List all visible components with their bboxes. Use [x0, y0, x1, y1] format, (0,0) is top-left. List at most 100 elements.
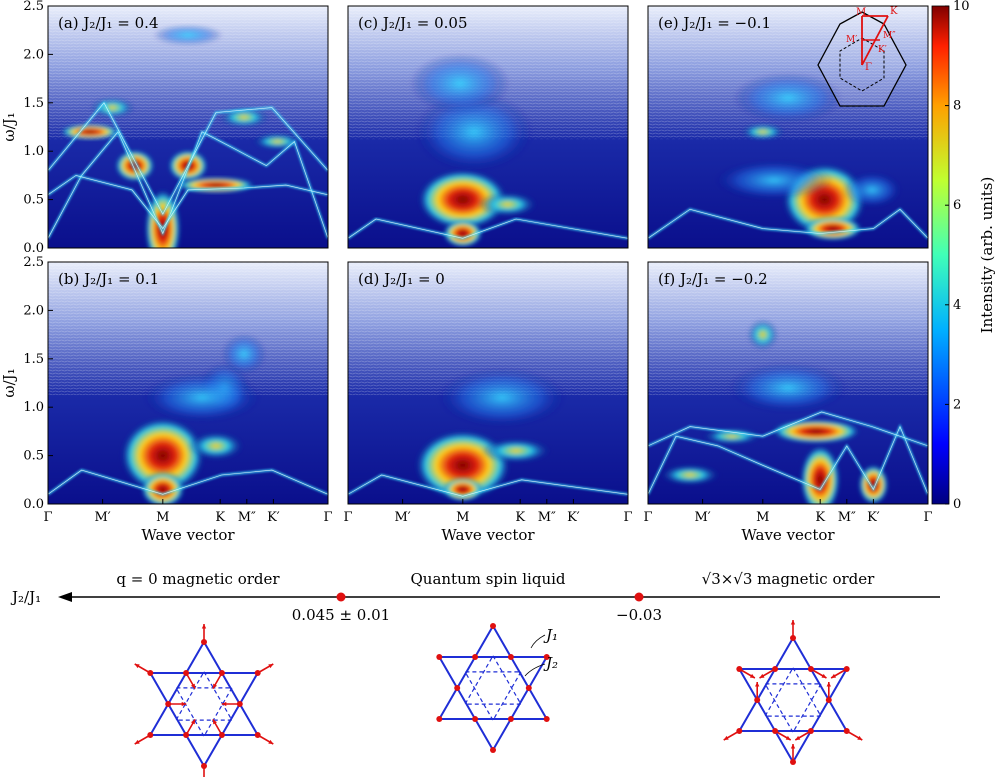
x-axis-label: Wave vector: [141, 526, 235, 544]
spin-arrow-head: [759, 673, 765, 678]
panel-label-c: (c) J₂/J₁ = 0.05: [358, 14, 467, 32]
bz-label-gamma: Γ: [865, 62, 872, 73]
spin-site: [772, 666, 779, 672]
spin-arrow-head: [785, 735, 791, 740]
bz-label-m-prime: M′: [846, 35, 857, 45]
intensity-blob-5: [733, 72, 843, 123]
panel-frame: [647, 261, 929, 505]
spin-site: [147, 670, 154, 676]
intensity-blob-3: [747, 319, 778, 350]
spin-arrow-head: [790, 620, 796, 625]
intensity-blob-1: [442, 219, 483, 248]
x-tick-label: M′: [394, 510, 410, 525]
intensity-blob-2: [481, 438, 551, 463]
spin-site: [807, 666, 814, 672]
panel-label-e: (e) J₂/J₁ = −0.1: [658, 14, 771, 32]
j1-label: J₁: [543, 626, 558, 644]
spin-site: [254, 670, 261, 676]
panel-label-b: (b) J₂/J₁ = 0.1: [58, 270, 159, 288]
spin-arrow-head: [857, 735, 863, 740]
intensity-blob-0: [120, 417, 205, 494]
boundary-point-2: [634, 592, 644, 602]
x-tick-label: M: [756, 510, 769, 525]
colorbar-label: Intensity (arb. units): [978, 177, 996, 334]
x-tick-label: M″: [538, 510, 556, 525]
spin-site: [165, 701, 172, 707]
y-tick-label: 1.5: [23, 96, 44, 111]
y-tick-label: 2.5: [23, 255, 44, 270]
j1-bond-triangle: [437, 624, 549, 720]
spin-site: [490, 747, 496, 753]
x-tick-label: Γ: [923, 510, 932, 525]
axes: 0.0 0.5 1.0 1.5 2.0 2.5 ω/J₁ 0.0 0.5 1.0 1.5 2.0 2.5…: [0, 0, 933, 544]
spin-site: [772, 728, 779, 734]
x-tick-label: K: [515, 510, 525, 525]
j2-bond-triangle: [764, 683, 822, 734]
spin-site: [454, 685, 461, 691]
spin-arrow-head: [749, 673, 755, 678]
boundary-label-2: −0.03: [616, 606, 662, 624]
x-tick-label: M: [156, 510, 169, 525]
panel-noise: [48, 262, 328, 396]
spin-site: [525, 685, 532, 691]
panel-d: (d) J₂/J₁ = 0: [347, 261, 629, 505]
bz-label-k: K: [890, 6, 898, 17]
x-tick-label: Γ: [643, 510, 652, 525]
x-tick-label: Γ: [343, 510, 352, 525]
intensity-blob-6: [728, 362, 848, 413]
bz-label-k-prime: K′: [878, 45, 887, 55]
dispersion-trace-0: [648, 425, 928, 495]
intensity-blob-3: [714, 160, 834, 201]
spin-site: [543, 716, 550, 722]
dispersion-trace-0: [648, 208, 928, 239]
j1-bond-triangle: [737, 636, 849, 732]
intensity-blob-2: [771, 419, 861, 444]
y-tick-label: 2.5: [23, 0, 44, 14]
panel-frame: [347, 261, 629, 505]
intensity-blob-2: [740, 123, 785, 140]
spin-arrow-head: [821, 673, 827, 678]
bz-inner-hexagon: [839, 37, 885, 92]
spin-site: [807, 728, 814, 734]
j2-bond-triangle: [175, 687, 233, 738]
intensity-blob-1: [442, 477, 483, 502]
panel-b: (b) J₂/J₁ = 0.1: [47, 261, 329, 505]
spin-arrow-head: [831, 673, 837, 678]
dispersion-trace-0: [48, 469, 328, 495]
y-tick-label: 1.0: [23, 400, 44, 415]
x-tick-label: Γ: [623, 510, 632, 525]
x-axis-label: Wave vector: [741, 526, 835, 544]
spin-site: [736, 666, 743, 672]
spin-site: [436, 716, 443, 722]
region-spin-liquid: Quantum spin liquid: [410, 570, 565, 588]
y-tick-label: 2.0: [23, 47, 44, 62]
intensity-blob-2: [477, 192, 538, 217]
colorbar-ticks: 0 2 4 6 8 10: [945, 0, 970, 512]
spin-arrow-head: [190, 683, 196, 689]
spin-arrow-head: [268, 739, 274, 744]
intensity-blob-4: [702, 428, 762, 445]
y-tick-label: 0.0: [23, 241, 44, 256]
colorbar-gradient: [931, 5, 950, 505]
j2-bond-triangle: [175, 670, 233, 721]
x-tick-label: M: [456, 510, 469, 525]
j2-bond-triangle: [464, 671, 522, 722]
y-tick-label: 2.0: [23, 303, 44, 318]
spin-site: [183, 670, 190, 676]
spin-site: [218, 670, 225, 676]
spin-site: [472, 654, 479, 660]
spin-site: [183, 732, 190, 738]
colorbar-tick-label: 0: [953, 497, 961, 512]
kagome-lattice-q0: [134, 624, 274, 777]
spin-site: [790, 635, 796, 641]
y-tick-label: 0.5: [23, 449, 44, 464]
j1-bond-triangle: [737, 668, 849, 764]
spin-arrow-head: [201, 624, 207, 629]
dispersion-trace-0: [48, 131, 328, 239]
spin-site: [507, 654, 514, 660]
dispersion-trace-1: [648, 411, 928, 447]
spin-arrow-head: [268, 664, 274, 669]
intensity-blob-2: [188, 431, 244, 460]
spin-arrow-head: [221, 701, 227, 707]
x-tick-label: M′: [94, 510, 110, 525]
